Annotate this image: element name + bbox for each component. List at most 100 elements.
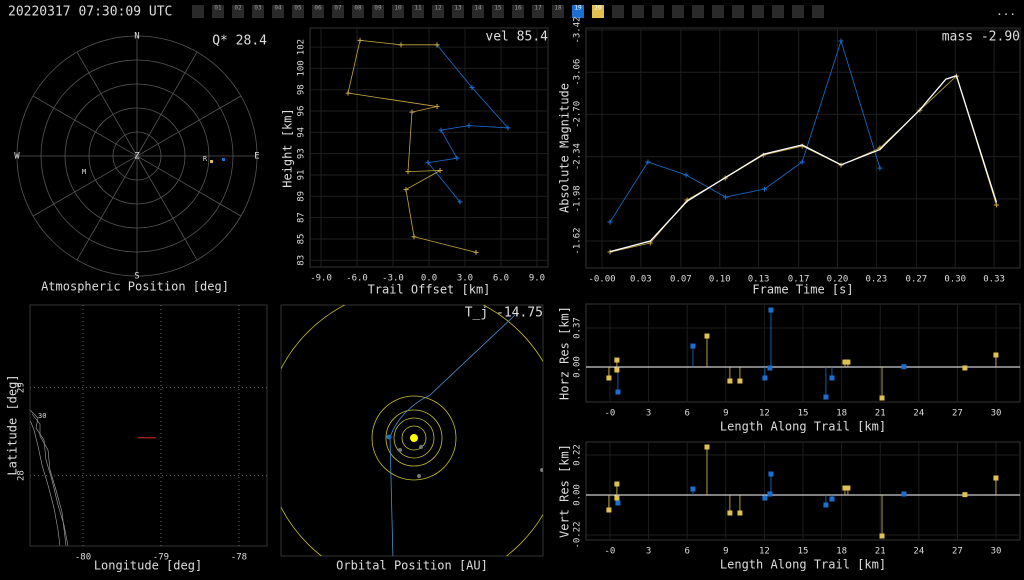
y-tick-label: -3.06 bbox=[573, 59, 583, 86]
x-tick-label: 21 bbox=[875, 409, 886, 419]
camera-tile[interactable] bbox=[672, 5, 684, 18]
x-tick-label: 12 bbox=[759, 409, 770, 419]
data-point bbox=[829, 375, 835, 381]
camera-tile[interactable] bbox=[552, 5, 564, 18]
plot-frame bbox=[585, 27, 1021, 269]
camera-tile[interactable] bbox=[372, 5, 384, 18]
camera-label: 09 bbox=[374, 5, 382, 12]
data-point bbox=[727, 510, 733, 516]
camera-tile[interactable] bbox=[272, 5, 284, 18]
y-tick-label: 94 bbox=[297, 127, 307, 138]
camera-label: 11 bbox=[414, 5, 422, 12]
data-point bbox=[993, 352, 999, 358]
camera-tile[interactable] bbox=[652, 5, 664, 18]
camera-tile[interactable] bbox=[452, 5, 464, 18]
camera-tile[interactable] bbox=[352, 5, 364, 18]
x-tick-label: 9 bbox=[723, 409, 728, 419]
x-tick-label: 0.33 bbox=[983, 275, 1005, 285]
y-tick-label: 91 bbox=[297, 170, 307, 181]
x-tick-label: 3.0 bbox=[457, 274, 473, 284]
camera-tile[interactable] bbox=[532, 5, 544, 18]
data-point bbox=[737, 378, 743, 384]
camera-tile[interactable] bbox=[812, 5, 824, 18]
camera-label: 13 bbox=[454, 5, 462, 12]
data-point bbox=[607, 219, 613, 225]
annotation: Q* 28.4 bbox=[212, 34, 267, 49]
timestamp: 20220317 07:30:09 UTC bbox=[8, 5, 172, 20]
series-line bbox=[609, 74, 998, 253]
data-point bbox=[438, 127, 444, 133]
camera-label: 07 bbox=[334, 5, 342, 12]
camera-tile[interactable] bbox=[472, 5, 484, 18]
x-tick-label: 21 bbox=[875, 547, 886, 557]
data-point bbox=[823, 394, 829, 400]
camera-label: 20 bbox=[594, 5, 602, 12]
camera-label: 03 bbox=[254, 5, 262, 12]
x-tick-label: 9.0 bbox=[529, 274, 545, 284]
x-tick-label: 15 bbox=[798, 547, 809, 557]
x-tick-label: 30 bbox=[991, 409, 1002, 419]
camera-tile[interactable] bbox=[572, 5, 584, 18]
data-point bbox=[993, 202, 999, 208]
annotation: mass -2.90 bbox=[942, 30, 1020, 45]
x-axis-label: Orbital Position [AU] bbox=[336, 559, 488, 573]
camera-tile[interactable] bbox=[252, 5, 264, 18]
data-point bbox=[768, 307, 774, 313]
data-point bbox=[683, 172, 689, 178]
data-point bbox=[845, 485, 851, 491]
camera-tile[interactable] bbox=[312, 5, 324, 18]
camera-tile[interactable] bbox=[792, 5, 804, 18]
camera-tile[interactable] bbox=[692, 5, 704, 18]
y-tick-label: 93 bbox=[297, 148, 307, 159]
camera-tile[interactable] bbox=[632, 5, 644, 18]
series-line bbox=[609, 75, 997, 253]
x-tick-label: 0.07 bbox=[670, 275, 692, 285]
menu[interactable]: ... bbox=[996, 5, 1016, 18]
camera-label: 18 bbox=[554, 5, 562, 12]
camera-tile[interactable] bbox=[232, 5, 244, 18]
camera-tile[interactable] bbox=[592, 5, 604, 18]
camera-tile[interactable] bbox=[752, 5, 764, 18]
x-tick-label: 0.13 bbox=[748, 275, 770, 285]
camera-tile[interactable] bbox=[732, 5, 744, 18]
y-tick-label: 0.00 bbox=[573, 484, 583, 506]
data-point bbox=[727, 378, 733, 384]
x-tick-label: 0.10 bbox=[709, 275, 731, 285]
camera-tile[interactable] bbox=[492, 5, 504, 18]
series-group bbox=[606, 444, 999, 539]
x-tick-label: -0 bbox=[605, 409, 616, 419]
y-axis-label: Vert Res [km] bbox=[558, 444, 572, 538]
data-point bbox=[761, 186, 767, 192]
camera-label: 05 bbox=[294, 5, 302, 12]
x-tick-label: -80 bbox=[75, 553, 91, 563]
camera-tile[interactable] bbox=[292, 5, 304, 18]
x-axis-label: Frame Time [s] bbox=[752, 283, 853, 297]
station-label: 30 bbox=[38, 412, 46, 420]
camera-tile[interactable] bbox=[712, 5, 724, 18]
camera-tile[interactable] bbox=[772, 5, 784, 18]
camera-tile[interactable] bbox=[332, 5, 344, 18]
camera-tile[interactable] bbox=[192, 5, 204, 18]
x-axis-label: Length Along Trail [km] bbox=[720, 558, 886, 572]
data-point bbox=[901, 364, 907, 370]
data-point bbox=[411, 234, 417, 240]
camera-tile[interactable] bbox=[612, 5, 624, 18]
x-tick-label: 0.0 bbox=[421, 274, 437, 284]
camera-label: 12 bbox=[434, 5, 442, 12]
y-tick-label: 98 bbox=[297, 84, 307, 95]
x-tick-label: -78 bbox=[231, 553, 247, 563]
y-tick-label: 0.22 bbox=[573, 444, 583, 466]
series-line bbox=[427, 44, 509, 203]
x-tick-label: 0.23 bbox=[866, 275, 888, 285]
camera-tile[interactable] bbox=[212, 5, 224, 18]
camera-tile[interactable] bbox=[412, 5, 424, 18]
camera-tile[interactable] bbox=[512, 5, 524, 18]
data-point bbox=[645, 159, 651, 165]
data-point bbox=[768, 471, 774, 477]
series-line bbox=[347, 39, 477, 253]
data-point bbox=[704, 444, 710, 450]
camera-tile[interactable] bbox=[432, 5, 444, 18]
x-tick-label: 0.27 bbox=[906, 275, 928, 285]
polar-title: Atmospheric Position [deg] bbox=[41, 280, 229, 294]
camera-tile[interactable] bbox=[392, 5, 404, 18]
